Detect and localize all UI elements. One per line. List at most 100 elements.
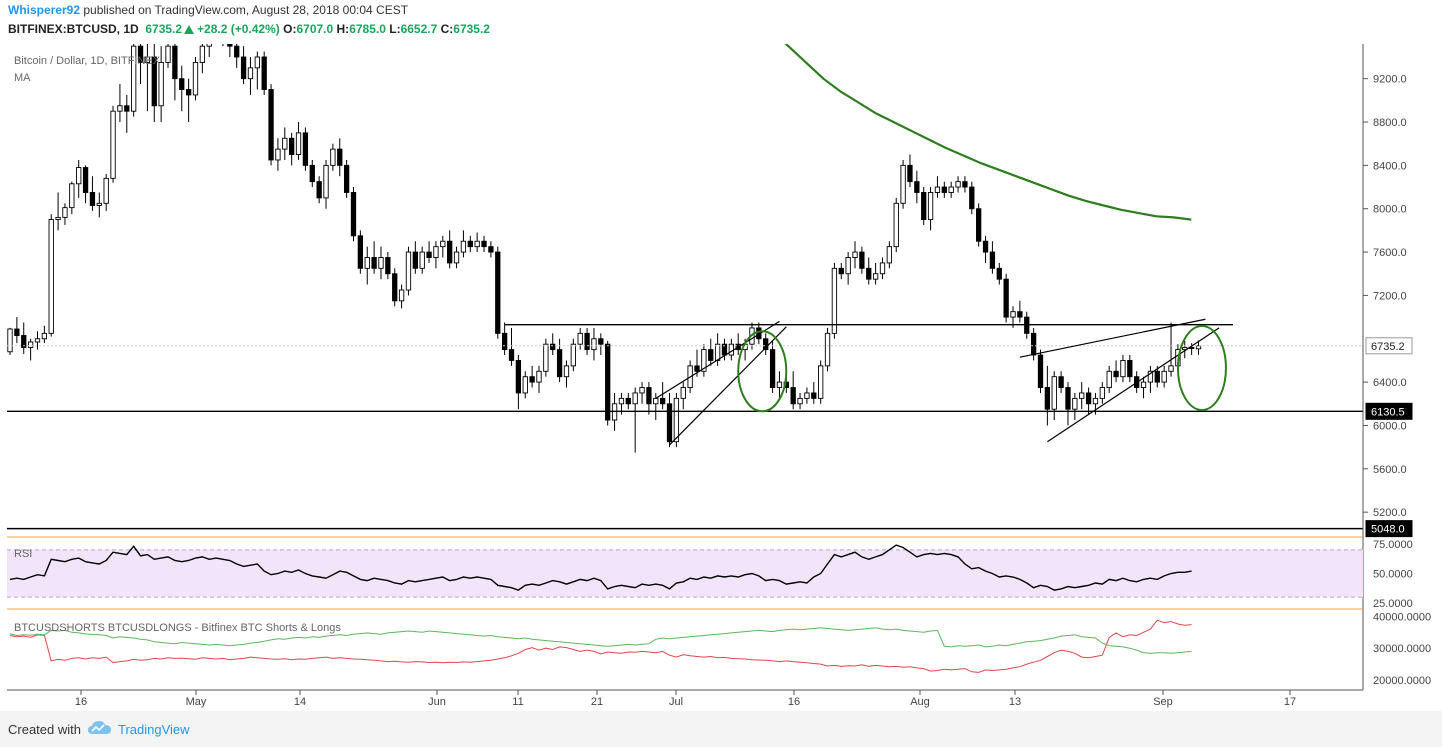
time-tick-label: Sep xyxy=(1153,696,1173,708)
candle-down xyxy=(385,257,391,275)
moving-average-line xyxy=(784,44,1192,221)
candle-up xyxy=(852,251,858,258)
author-link[interactable]: Whisperer92 xyxy=(8,3,81,17)
candle-down xyxy=(763,338,769,351)
candle-up xyxy=(543,343,549,372)
chart-area[interactable]: Bitcoin / Dollar, 1D, BITFINEX MA 9200.0… xyxy=(0,0,1442,711)
tradingview-brand-link[interactable]: TradingView xyxy=(118,722,190,737)
candle-down xyxy=(309,164,315,183)
candle-down xyxy=(1058,376,1064,388)
candle-up xyxy=(845,257,851,275)
candle-up xyxy=(419,251,425,269)
shorts-longs-tick-label: 20000.0000 xyxy=(1373,675,1431,687)
candle-down xyxy=(124,105,130,112)
candle-down xyxy=(769,349,776,388)
created-with-text: Created with xyxy=(8,722,81,737)
candle-down xyxy=(82,167,89,193)
candle-down xyxy=(989,251,996,269)
time-tick-label: Aug xyxy=(910,696,930,708)
candle-down xyxy=(488,246,494,253)
last-price-tag: 6735.2 xyxy=(1371,341,1405,353)
time-axis[interactable]: 16 May 14 Jun 11 21 Jul 16 Aug 13 Sep 17 xyxy=(7,689,1363,708)
candle-down xyxy=(708,349,714,361)
candle-down xyxy=(227,44,233,47)
low-label: L: xyxy=(389,22,401,36)
candle-down xyxy=(811,392,817,399)
rsi-band xyxy=(7,549,1363,598)
candle-down xyxy=(921,192,927,221)
candle-down xyxy=(866,267,872,280)
open-value: 6707.0 xyxy=(296,22,334,36)
candle-down xyxy=(185,89,192,96)
candle-up xyxy=(577,332,583,345)
candle-down xyxy=(337,148,343,166)
candle-up xyxy=(701,349,707,372)
candle-up xyxy=(1010,311,1016,318)
candle-up xyxy=(948,186,954,193)
candle-up xyxy=(1168,365,1174,372)
candle-up xyxy=(1092,397,1099,405)
candle-up xyxy=(570,343,576,367)
candle-up xyxy=(440,240,446,248)
candle-down xyxy=(426,251,432,258)
candle-up xyxy=(872,273,879,280)
time-tick-label: 13 xyxy=(1009,696,1021,708)
candle-down xyxy=(859,251,865,269)
candle-up xyxy=(7,328,13,353)
candle-up xyxy=(955,181,961,188)
candle-down xyxy=(515,359,522,394)
candle-down xyxy=(1037,354,1044,388)
candle-up xyxy=(96,202,102,206)
candle-down xyxy=(357,235,364,269)
candle-up xyxy=(1051,376,1057,410)
rsi-pane[interactable]: RSI 75.0000 50.0000 25.0000 xyxy=(7,536,1413,610)
candle-down xyxy=(234,45,240,58)
candle-up xyxy=(1195,345,1202,350)
candle-up xyxy=(165,45,171,63)
longs-line xyxy=(9,627,1192,654)
price-tick-label: 6000.0 xyxy=(1373,420,1407,432)
candle-up xyxy=(247,67,254,80)
candle-up xyxy=(55,216,61,221)
candle-down xyxy=(625,397,631,405)
candle-up xyxy=(474,240,480,248)
close-value: 6735.2 xyxy=(453,22,490,36)
price-change: +28.2 (+0.42%) xyxy=(197,22,280,36)
candle-up xyxy=(927,192,934,221)
close-label: C: xyxy=(440,22,454,36)
candle-up xyxy=(536,370,542,383)
candle-down xyxy=(1044,387,1051,410)
price-tick-label: 5200.0 xyxy=(1373,507,1407,519)
candle-up xyxy=(804,392,810,399)
candle-down xyxy=(982,240,989,253)
candle-down xyxy=(660,397,666,405)
candle-up xyxy=(680,387,686,399)
rsi-tick-label: 75.0000 xyxy=(1373,539,1413,551)
candle-up xyxy=(398,289,405,302)
candle-down xyxy=(268,89,274,161)
candle-down xyxy=(302,132,309,166)
candle-up xyxy=(1072,397,1078,410)
time-tick-label: Jun xyxy=(428,696,446,708)
tradingview-cloud-icon[interactable] xyxy=(87,720,113,736)
candle-down xyxy=(556,349,563,378)
shorts-line xyxy=(9,619,1192,673)
price-axis[interactable]: 9200.0 8800.0 8400.0 8000.0 7600.0 7200.0 6400… xyxy=(1362,44,1413,690)
candle-down xyxy=(412,251,418,269)
shorts-longs-pane[interactable]: BTCUSDSHORTS BTCUSDLONGS - Bitfinex BTC … xyxy=(7,608,1431,687)
candle-down xyxy=(1154,370,1160,383)
candle-up xyxy=(103,177,109,204)
candle-up xyxy=(41,332,48,340)
candle-up xyxy=(563,365,570,378)
last-price: 6735.2 xyxy=(145,22,183,36)
candle-up xyxy=(618,397,625,405)
price-tick-label: 7600.0 xyxy=(1373,247,1407,259)
candle-down xyxy=(969,186,975,210)
candle-up xyxy=(653,397,659,405)
price-pane[interactable] xyxy=(7,44,1363,536)
low-price-tag: 5048.0 xyxy=(1371,524,1405,536)
candle-down xyxy=(172,45,178,80)
low-value: 6652.7 xyxy=(400,22,438,36)
candle-up xyxy=(62,207,68,218)
highlight-circle xyxy=(1176,325,1227,412)
